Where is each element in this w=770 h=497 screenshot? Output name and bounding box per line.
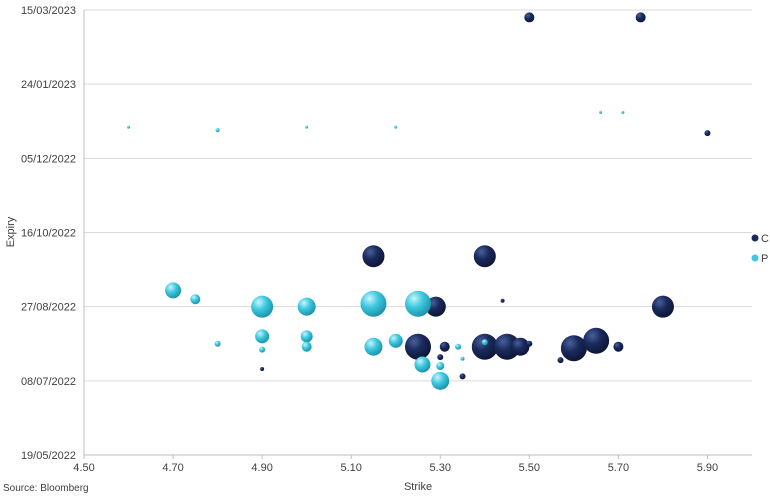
data-point-p [305, 125, 309, 129]
data-point-p [455, 343, 462, 350]
data-point-c [459, 373, 466, 380]
legend-label-p: P [761, 253, 768, 265]
gridlines [84, 9, 752, 456]
data-point-c [500, 298, 505, 303]
data-point-c [651, 295, 674, 318]
data-point-p [414, 356, 431, 373]
axes [83, 10, 752, 456]
y-tick-label: 05/12/2022 [21, 153, 76, 165]
data-point-p [165, 282, 182, 299]
data-point-p [431, 371, 450, 390]
data-point-p [364, 337, 383, 356]
data-point-p [301, 341, 312, 352]
data-point-p [259, 346, 266, 353]
data-point-c [511, 337, 530, 356]
data-point-c [439, 341, 450, 352]
data-point-p [621, 110, 625, 114]
data-points [127, 12, 711, 390]
data-point-p [215, 128, 220, 133]
data-point-c [557, 357, 564, 364]
data-point-p [190, 294, 201, 305]
y-tick-label: 27/08/2022 [21, 302, 76, 314]
data-point-c [704, 130, 711, 137]
data-point-p [300, 330, 313, 343]
data-point-p [251, 295, 274, 318]
x-tick-labels: 4.50 4.70 4.90 5.10 5.30 5.50 5.70 5.90 [73, 455, 718, 474]
x-tick-label: 5.50 [519, 462, 540, 474]
x-axis-title: Strike [404, 481, 432, 493]
legend: C P [751, 233, 769, 265]
data-point-p [481, 339, 488, 346]
x-tick-label: 5.70 [608, 462, 629, 474]
y-tick-label: 16/10/2022 [21, 228, 76, 240]
data-point-p [460, 356, 465, 361]
data-point-c [473, 245, 496, 268]
data-point-p [360, 290, 387, 317]
data-point-c [524, 12, 535, 23]
data-point-c [362, 245, 385, 268]
y-tick-labels: 19/05/2022 08/07/2022 27/08/2022 16/10/2022… [21, 5, 76, 462]
x-tick-label: 5.10 [340, 462, 361, 474]
x-tick-label: 4.50 [73, 462, 94, 474]
data-point-c [635, 12, 646, 23]
data-point-p [388, 333, 403, 348]
y-tick-label: 08/07/2022 [21, 376, 76, 388]
data-point-p [436, 362, 445, 370]
data-point-c [613, 341, 624, 352]
data-point-c [437, 354, 444, 361]
data-point-p [255, 329, 270, 344]
y-tick-label: 24/01/2023 [21, 79, 76, 91]
data-point-p [405, 290, 431, 317]
data-point-c [583, 327, 610, 354]
data-point-c [405, 333, 431, 360]
source-note: Source: Bloomberg [3, 483, 89, 494]
legend-marker-p [751, 254, 759, 262]
data-point-c [260, 366, 265, 371]
data-point-p [599, 110, 603, 114]
y-tick-label: 15/03/2023 [21, 5, 76, 17]
data-point-c [471, 333, 498, 360]
data-point-p [297, 297, 316, 316]
y-tick-label: 19/05/2022 [21, 450, 76, 462]
data-point-p [214, 340, 221, 347]
x-tick-label: 5.90 [697, 462, 718, 474]
x-tick-label: 4.70 [162, 462, 183, 474]
data-point-c [494, 333, 521, 360]
y-axis-title: Expiry [5, 216, 17, 247]
data-point-p [127, 125, 131, 129]
x-tick-label: 5.30 [430, 462, 451, 474]
x-tick-label: 4.90 [251, 462, 272, 474]
data-point-c [526, 340, 533, 347]
legend-marker-c [751, 234, 759, 242]
data-point-p [394, 125, 398, 129]
data-point-c [560, 335, 587, 362]
legend-label-c: C [761, 233, 769, 245]
